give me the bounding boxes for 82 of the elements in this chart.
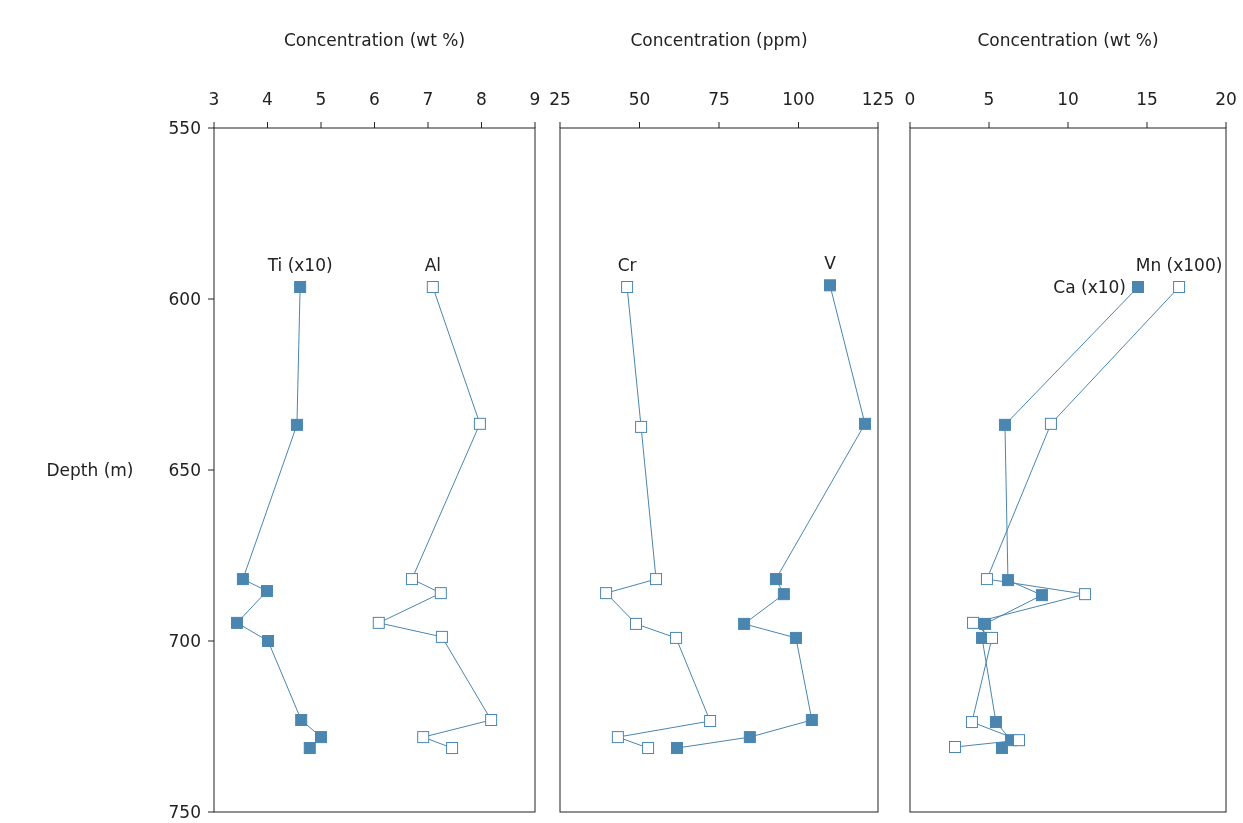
x-tick-label: 9 bbox=[529, 89, 541, 109]
x-tick-label: 0 bbox=[904, 89, 916, 109]
point bbox=[995, 742, 1008, 755]
point bbox=[303, 742, 316, 755]
x-tick-label: 8 bbox=[476, 89, 487, 109]
point bbox=[738, 617, 751, 630]
x-tick-label: 125 bbox=[861, 89, 895, 109]
x-tick-label: 10 bbox=[1057, 89, 1079, 109]
point bbox=[1173, 281, 1186, 294]
y-tick-label: 550 bbox=[168, 118, 201, 138]
point bbox=[295, 714, 308, 726]
x-tick-label: 5 bbox=[315, 89, 327, 109]
point bbox=[671, 742, 684, 755]
point bbox=[858, 417, 871, 430]
point bbox=[743, 731, 756, 744]
point bbox=[1001, 574, 1014, 587]
x-tick-label: 20 bbox=[1215, 89, 1237, 109]
y-tick-label: 750 bbox=[168, 802, 201, 822]
point bbox=[473, 417, 486, 430]
series-label: Al bbox=[424, 255, 441, 276]
point bbox=[294, 281, 307, 294]
point bbox=[789, 631, 802, 644]
x-tick-label: 75 bbox=[708, 89, 730, 109]
series-label: Mn (x100) bbox=[1135, 255, 1223, 276]
series-label: Cr bbox=[617, 255, 637, 276]
point bbox=[290, 418, 303, 431]
point bbox=[777, 588, 790, 601]
x-tick-label: 25 bbox=[549, 89, 571, 109]
x-axis-title: Concentration (wt %) bbox=[977, 30, 1159, 50]
x-tick-label: 4 bbox=[262, 89, 273, 109]
point bbox=[805, 714, 818, 726]
point bbox=[262, 635, 275, 647]
series-label: V bbox=[824, 253, 837, 274]
point bbox=[650, 573, 663, 586]
point bbox=[1044, 417, 1057, 430]
point bbox=[260, 585, 273, 598]
point bbox=[600, 587, 613, 600]
point bbox=[642, 742, 655, 755]
x-tick-label: 100 bbox=[782, 89, 815, 109]
x-axis-title: Concentration (wt %) bbox=[283, 30, 466, 50]
point bbox=[315, 731, 327, 744]
y-tick-label: 650 bbox=[168, 460, 201, 480]
point bbox=[372, 616, 385, 629]
point bbox=[1131, 281, 1144, 294]
point bbox=[236, 573, 249, 586]
point bbox=[611, 731, 624, 744]
point bbox=[621, 281, 634, 294]
point bbox=[435, 630, 448, 643]
x-tick-label: 15 bbox=[1136, 89, 1158, 109]
point bbox=[998, 418, 1011, 431]
point bbox=[405, 573, 418, 586]
point bbox=[980, 573, 993, 586]
y-axis-title: Depth (m) bbox=[46, 460, 134, 480]
y-tick-label: 600 bbox=[168, 289, 201, 309]
point bbox=[965, 716, 978, 729]
point bbox=[426, 281, 439, 294]
point bbox=[231, 616, 244, 629]
point bbox=[670, 631, 683, 644]
point bbox=[635, 420, 648, 433]
series-label: Ca (x10) bbox=[1053, 277, 1126, 298]
x-tick-label: 3 bbox=[208, 89, 220, 109]
point bbox=[446, 742, 459, 755]
point bbox=[630, 617, 642, 630]
point bbox=[769, 573, 782, 586]
point bbox=[417, 731, 430, 744]
y-tick-label: 700 bbox=[168, 631, 201, 651]
point bbox=[485, 714, 498, 726]
point bbox=[1035, 589, 1048, 602]
series-label: Ti (x10) bbox=[266, 255, 333, 276]
point bbox=[967, 616, 980, 629]
point bbox=[823, 279, 836, 292]
point bbox=[434, 587, 447, 600]
x-tick-label: 6 bbox=[369, 89, 380, 109]
point bbox=[704, 715, 717, 728]
point bbox=[1079, 588, 1092, 601]
point bbox=[989, 716, 1002, 729]
x-tick-label: 5 bbox=[983, 89, 995, 109]
point bbox=[986, 631, 998, 644]
x-tick-label: 50 bbox=[628, 89, 651, 109]
x-tick-label: 7 bbox=[422, 89, 434, 109]
x-axis-title: Concentration (ppm) bbox=[630, 30, 808, 50]
point bbox=[1013, 734, 1026, 747]
